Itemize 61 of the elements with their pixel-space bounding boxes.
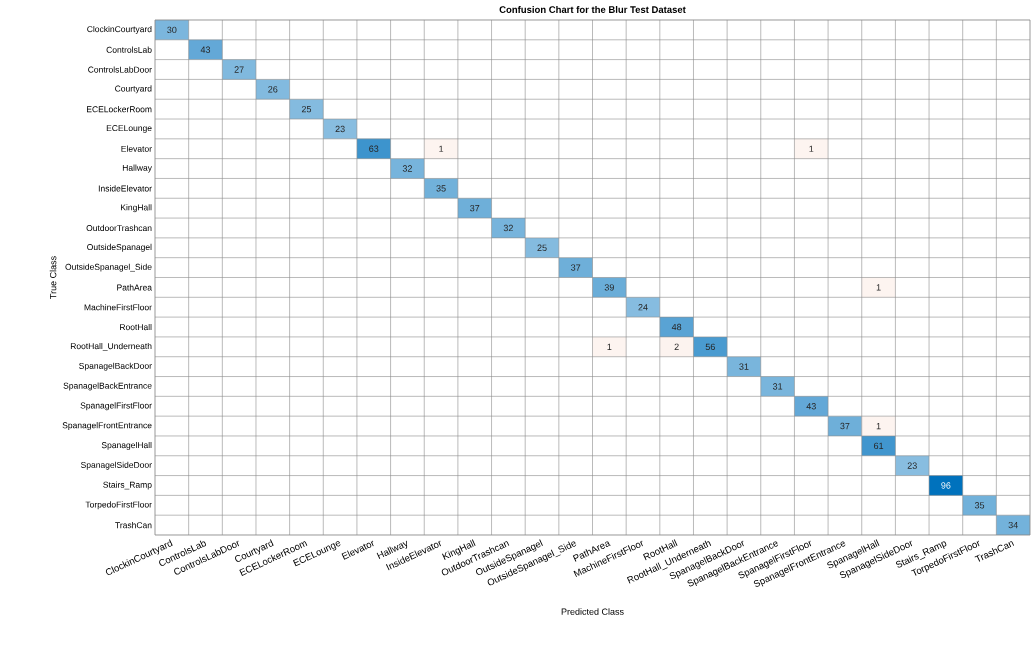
y-tick-label: SpanagelHall — [101, 441, 152, 450]
y-axis-title: True Class — [49, 256, 57, 299]
data-label: 23 — [335, 125, 345, 133]
data-label: 63 — [369, 145, 379, 152]
y-tick-label: SpanagelBackDoor — [79, 362, 152, 371]
y-tick-label: SpanagelBackEntrance — [63, 382, 152, 391]
y-tick-label: Elevator — [121, 145, 152, 152]
data-label: 39 — [604, 284, 614, 291]
data-label: 27 — [234, 66, 244, 73]
data-label: 31 — [772, 383, 783, 390]
y-tick-label: OutdoorTrashcan — [86, 224, 152, 232]
data-label: 34 — [1008, 521, 1018, 529]
data-label: 30 — [167, 26, 177, 34]
data-label: 61 — [874, 442, 884, 450]
data-label: 2 — [674, 343, 679, 350]
data-label: 96 — [941, 482, 951, 489]
y-tick-label: OutsideSpanagel_Side — [65, 263, 152, 272]
data-label: 1 — [809, 145, 814, 152]
data-label: 1 — [439, 145, 444, 152]
y-tick-label: ControlsLab — [106, 46, 152, 53]
y-tick-label: SpanagelFirstFloor — [80, 402, 152, 411]
y-tick-label: OutsideSpanagel — [87, 243, 152, 252]
y-tick-label: ClockinCourtyard — [87, 25, 152, 34]
data-label: 37 — [840, 422, 850, 430]
y-tick-label: ECELockerRoom — [87, 106, 152, 113]
y-tick-label: ECELounge — [106, 125, 152, 133]
x-axis-title: Predicted Class — [561, 608, 624, 615]
data-label: 1 — [607, 343, 612, 350]
data-label: 24 — [638, 304, 648, 311]
y-tick-label: InsideElevator — [98, 185, 152, 192]
y-tick-label: Stairs_Ramp — [103, 481, 152, 490]
chart-title: Confusion Chart for the Blur Test Dataset — [499, 6, 686, 13]
y-tick-label: TorpedoFirstFloor — [85, 501, 152, 510]
data-label: 43 — [806, 403, 816, 410]
y-tick-label: TrashCan — [115, 521, 152, 529]
data-label: 37 — [571, 264, 581, 271]
data-label: 31 — [739, 363, 749, 370]
y-tick-label: Hallway — [122, 164, 152, 173]
y-tick-label: RootHall_Underneath — [70, 342, 152, 351]
y-tick-label: ControlsLabDoor — [88, 66, 152, 73]
data-label: 37 — [470, 204, 480, 212]
data-label: 48 — [671, 323, 682, 331]
y-tick-label: KingHall — [121, 204, 152, 213]
y-tick-label: Courtyard — [115, 85, 152, 94]
data-label: 26 — [268, 86, 278, 93]
data-label: 25 — [301, 105, 312, 113]
y-tick-label: SpanagelSideDoor — [81, 461, 152, 470]
y-tick-label: PathArea — [117, 284, 152, 291]
y-tick-label: RootHall — [120, 323, 152, 331]
data-label: 32 — [503, 224, 513, 232]
data-label: 56 — [705, 343, 715, 351]
data-label: 35 — [974, 502, 985, 509]
data-label: 25 — [537, 244, 547, 251]
data-label: 43 — [200, 46, 211, 53]
y-tick-label: SpanagelFrontEntrance — [62, 422, 152, 431]
y-tick-label: MachineFirstFloor — [84, 304, 152, 311]
data-label: 32 — [402, 165, 412, 172]
data-label: 23 — [907, 462, 917, 469]
data-label: 1 — [876, 284, 881, 291]
data-label: 35 — [436, 185, 446, 192]
data-label: 1 — [876, 422, 881, 430]
